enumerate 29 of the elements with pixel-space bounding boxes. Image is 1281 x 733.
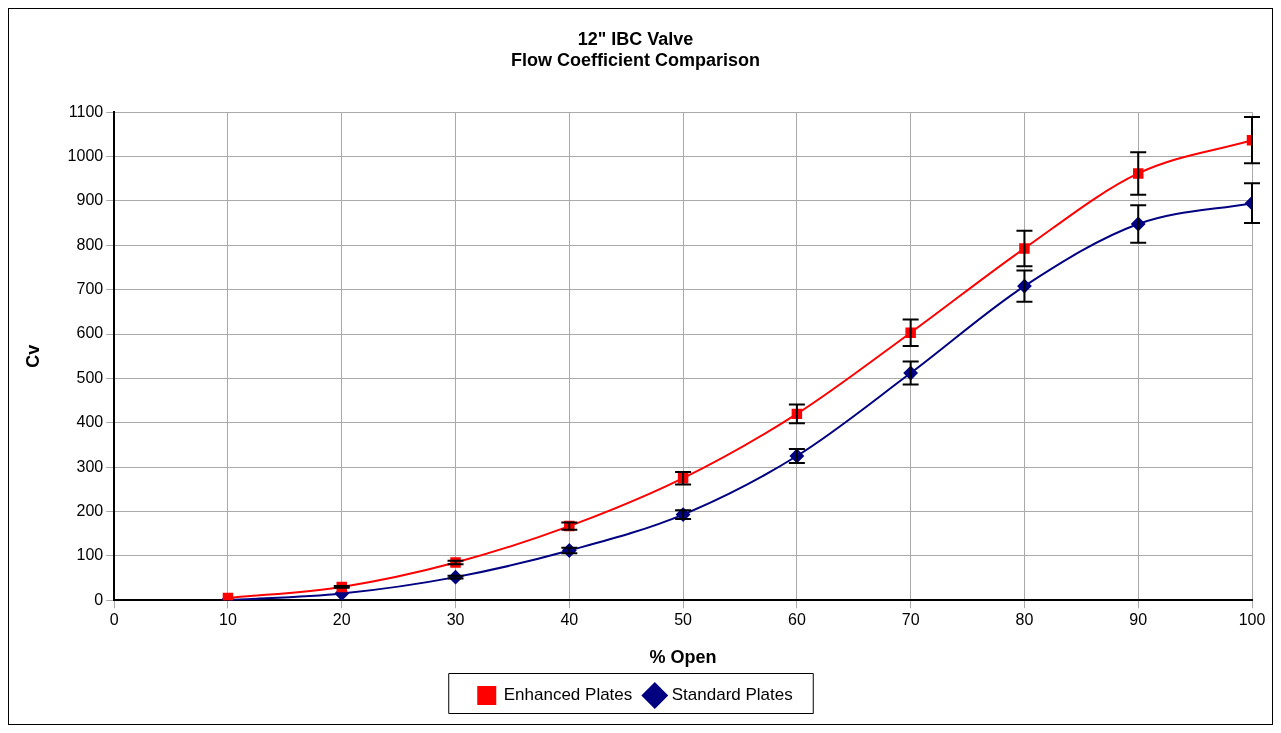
x-tick-label: 20 <box>332 611 351 629</box>
x-tick-label: 30 <box>446 611 465 629</box>
text: Flow Coefficient Comparison <box>510 50 761 71</box>
y-tick-label: 100 <box>76 546 104 564</box>
y-tick-label: 0 <box>94 590 104 608</box>
y-tick-label: 900 <box>76 191 104 209</box>
x-tick-label: 100 <box>1238 611 1266 629</box>
x-tick-label: 50 <box>674 611 693 629</box>
x-tick-label: 80 <box>1015 611 1034 629</box>
y-tick-label: 800 <box>76 235 104 253</box>
x-tick-label: 70 <box>901 611 920 629</box>
x-tick-label: 10 <box>219 611 237 629</box>
legend-label: Enhanced Plates <box>503 685 633 705</box>
x-tick-label: 0 <box>109 611 119 629</box>
y-tick-label: 300 <box>76 457 104 475</box>
x-tick-label: 40 <box>560 611 579 629</box>
y-tick-label: 1100 <box>68 102 104 120</box>
x-axis-title: % Open <box>649 647 717 668</box>
y-tick-label: 400 <box>76 413 104 431</box>
y-tick-label: 500 <box>76 368 104 386</box>
y-tick-label: 200 <box>76 501 104 519</box>
x-tick-label: 90 <box>1129 611 1148 629</box>
x-tick-label: 60 <box>787 611 806 629</box>
y-tick-label: 700 <box>76 280 104 298</box>
y-tick-label: 600 <box>76 324 104 342</box>
legend-label: Standard Plates <box>671 685 793 705</box>
text: 12" IBC Valve <box>577 28 694 49</box>
y-tick-label: 1000 <box>67 146 104 164</box>
y-axis-title: Cv <box>22 344 43 368</box>
